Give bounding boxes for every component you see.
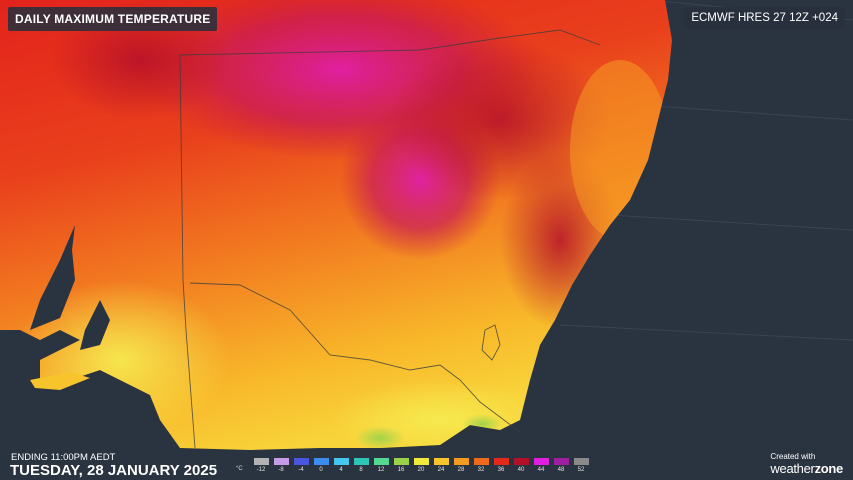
legend-swatch	[434, 458, 449, 465]
legend-tick: 44	[537, 467, 545, 473]
legend-tick: 20	[417, 467, 425, 473]
legend-swatch	[394, 458, 409, 465]
credit-line: Created with	[770, 452, 816, 461]
legend-tick: 28	[457, 467, 465, 473]
legend-unit: °C	[236, 466, 243, 472]
credit-block: Created with weatherzone	[770, 452, 843, 476]
legend-tick: -8	[278, 467, 284, 473]
legend-tick: -4	[298, 467, 304, 473]
brand-main: weather	[770, 461, 815, 476]
legend-tick: 4	[339, 467, 343, 473]
legend-tick: 52	[577, 467, 585, 473]
legend-swatch	[314, 458, 329, 465]
legend-swatch	[514, 458, 529, 465]
legend-swatch	[334, 458, 349, 465]
model-run-label: ECMWF HRES 27 12Z +024	[684, 7, 845, 29]
legend-swatch	[274, 458, 289, 465]
legend-swatch	[534, 458, 549, 465]
legend-swatch	[294, 458, 309, 465]
legend-tick: 0	[319, 467, 323, 473]
legend-swatch	[494, 458, 509, 465]
valid-time-label: ENDING 11:00PM AEDT	[11, 452, 116, 463]
legend-swatch	[454, 458, 469, 465]
legend-tick: -12	[256, 467, 266, 473]
kangaroo-island	[30, 372, 90, 390]
legend-tick: 24	[437, 467, 445, 473]
legend-tick: 40	[517, 467, 525, 473]
gulf-st-vincent	[80, 300, 110, 350]
legend-tick: 48	[557, 467, 565, 473]
legend-tick: 8	[359, 467, 363, 473]
legend-tick: 32	[477, 467, 485, 473]
legend-swatch	[374, 458, 389, 465]
weatherzone-logo: weatherzone	[770, 461, 843, 476]
legend-swatch	[574, 458, 589, 465]
legend-tick: 36	[497, 467, 505, 473]
forecast-date: TUESDAY, 28 JANUARY 2025	[10, 462, 218, 479]
state-borders	[179, 29, 601, 449]
brand-suffix: zone	[814, 461, 844, 476]
legend-tick: 16	[397, 467, 405, 473]
legend-swatch	[554, 458, 569, 465]
map-title: DAILY MAXIMUM TEMPERATURE	[8, 7, 218, 31]
legend-swatch	[354, 458, 369, 465]
legend-swatch	[254, 458, 269, 465]
legend-swatch	[414, 458, 429, 465]
legend-tick: 12	[377, 467, 385, 473]
legend-swatch	[474, 458, 489, 465]
spencer-gulf	[30, 225, 75, 330]
